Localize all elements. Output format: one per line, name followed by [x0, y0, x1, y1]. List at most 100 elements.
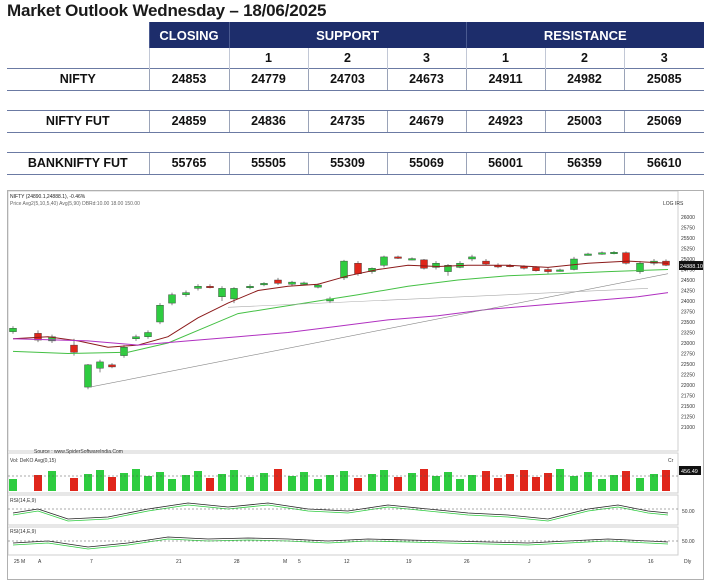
- candle-body: [408, 258, 416, 261]
- support-1-value: 55505: [228, 151, 308, 175]
- candle-body: [288, 281, 296, 285]
- candle-body: [230, 288, 238, 300]
- rsi-signal-line: [12, 504, 669, 522]
- chart-indicators: Price Avg2(5,10,5,40) Avg(5,90) DBRd:10.…: [10, 201, 140, 207]
- price-pane: [7, 190, 679, 452]
- header-support: SUPPORT: [228, 22, 466, 48]
- x-tick-label: M: [283, 559, 287, 565]
- header-blank: [7, 22, 149, 48]
- x-tick-label: 9: [588, 559, 591, 565]
- closing-value: 55765: [148, 151, 229, 175]
- row-name: NIFTY FUT: [7, 109, 149, 133]
- volume-bar: [182, 475, 190, 491]
- candle-body: [156, 304, 164, 323]
- volume-bar: [34, 475, 42, 491]
- candle-body: [556, 269, 564, 272]
- candle-body: [380, 256, 388, 266]
- volume-bar: [650, 474, 658, 491]
- candle-body: [300, 282, 308, 285]
- x-tick-label: A: [38, 559, 42, 565]
- x-tick-label: 16: [648, 559, 654, 565]
- volume-bar: [380, 470, 388, 491]
- y-tick-label: 22750: [681, 352, 695, 358]
- volume-bar: [96, 470, 104, 491]
- support-level-3: 3: [386, 48, 466, 68]
- y-tick-label: 24500: [681, 278, 695, 284]
- candle-body: [260, 283, 268, 286]
- support-3-value: 55069: [386, 151, 466, 175]
- page-title: Market Outlook Wednesday – 18/06/2025: [7, 1, 327, 20]
- volume-bar: [556, 469, 564, 491]
- candle-body: [520, 266, 528, 269]
- support-line: [227, 288, 649, 308]
- short-ma-line: [12, 260, 669, 348]
- volume-bar: [9, 479, 17, 491]
- volume-bar: [432, 476, 440, 491]
- volume-bar: [520, 470, 528, 491]
- candle-body: [246, 286, 254, 289]
- volume-bar: [584, 472, 592, 491]
- volume-bar: [230, 470, 238, 491]
- y-tick-label: 23750: [681, 310, 695, 316]
- support-level-2: 2: [307, 48, 387, 68]
- y-tick-label: 26000: [681, 215, 695, 221]
- candle-body: [610, 252, 618, 254]
- volume-bar: [408, 473, 416, 491]
- y-tick-label: 24250: [681, 289, 695, 295]
- x-tick-label: 12: [344, 559, 350, 565]
- volume-bar: [70, 478, 78, 491]
- chart-source: Source : www.SpiderSoftwareIndia.Com: [34, 449, 123, 455]
- rsi-value: 50.00: [682, 509, 695, 515]
- y-tick-label: 25000: [681, 257, 695, 263]
- volume-bar: [506, 474, 514, 491]
- resistance-3-value: 56610: [623, 151, 705, 175]
- volume-value: 456.49: [681, 469, 698, 475]
- row-name: NIFTY: [7, 67, 149, 91]
- y-tick-label: 23500: [681, 320, 695, 326]
- volume-bar: [48, 471, 56, 491]
- table-level-row: 1 2 3 1 2 3: [7, 48, 705, 68]
- chart-top-right: LOG IRS: [663, 201, 684, 207]
- resistance-1-value: 56001: [465, 151, 545, 175]
- candle-body: [444, 265, 452, 272]
- resistance-3-value: 25069: [623, 109, 705, 133]
- y-tick-label: 21750: [681, 394, 695, 400]
- levels-table: CLOSING SUPPORT RESISTANCE 1 2 3 1 2 3 N…: [7, 22, 705, 175]
- support-level-1: 1: [228, 48, 308, 68]
- candle-body: [206, 286, 214, 289]
- table-header-row: CLOSING SUPPORT RESISTANCE: [7, 22, 705, 48]
- support-1-value: 24779: [228, 67, 308, 91]
- y-tick-label: 22000: [681, 383, 695, 389]
- volume-bar: [274, 469, 282, 491]
- volume-bar: [246, 477, 254, 491]
- candle-body: [432, 262, 440, 268]
- price-label: 24888.10: [680, 264, 703, 270]
- rsi2-label: RSI(14,E,9): [10, 529, 36, 535]
- x-tick-label: 19: [406, 559, 412, 565]
- volume-bar: [456, 479, 464, 491]
- y-tick-label: 24000: [681, 299, 695, 305]
- rsi-pane: [7, 494, 679, 526]
- volume-bar: [260, 473, 268, 491]
- volume-bar: [420, 469, 428, 491]
- volume-bar: [394, 477, 402, 491]
- price-chart: NIFTY (24890.1,24888.1), -0.46% Price Av…: [7, 190, 703, 565]
- candle-body: [532, 267, 540, 271]
- volume-bar: [206, 478, 214, 491]
- resistance-level-3: 3: [623, 48, 705, 68]
- candle-body: [598, 252, 606, 255]
- volume-bar: [340, 471, 348, 491]
- volume-bar: [354, 478, 362, 491]
- candle-body: [96, 361, 104, 369]
- support-2-value: 55309: [307, 151, 387, 175]
- mid-ma-line: [12, 269, 669, 355]
- volume-bar: [288, 476, 296, 491]
- price-badge: [679, 261, 703, 270]
- y-tick-label: 21250: [681, 415, 695, 421]
- volume-bar: [636, 478, 644, 491]
- y-tick-label: 21000: [681, 425, 695, 431]
- candle-body: [482, 260, 490, 265]
- candle-body: [132, 336, 140, 339]
- volume-bar: [314, 479, 322, 491]
- x-tick-label: 21: [176, 559, 182, 565]
